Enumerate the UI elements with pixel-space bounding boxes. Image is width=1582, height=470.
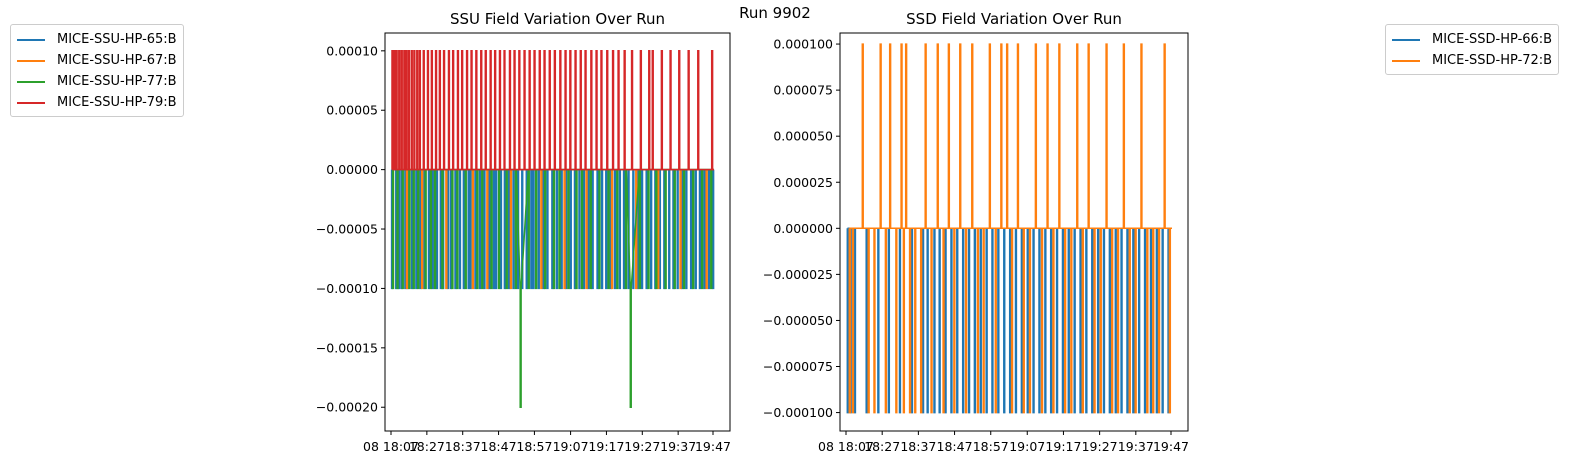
x-tick-label: 18:37: [445, 439, 481, 454]
y-tick-label: −0.00015: [316, 340, 378, 355]
legend-swatch: [17, 38, 45, 41]
x-tick-label: 19:07: [553, 439, 589, 454]
x-tick-label: 19:17: [1045, 439, 1081, 454]
x-tick-label: 18:37: [900, 439, 936, 454]
legend-label: MICE-SSD-HP-72:B: [1432, 53, 1553, 68]
figure-suptitle: Run 9902: [739, 4, 811, 22]
x-tick-label: 18:47: [481, 439, 517, 454]
x-tick-label: 19:17: [588, 439, 624, 454]
y-tick-label: −0.000075: [763, 359, 833, 374]
x-tick-label: 08 18:07: [818, 439, 874, 454]
legend-label: MICE-SSD-HP-66:B: [1432, 32, 1553, 47]
ssu-chart: SSU Field Variation Over Run 0.00010 0.000…: [316, 10, 731, 454]
legend-swatch: [1392, 38, 1420, 41]
series-MICE-SSU-HP-79:B: [391, 50, 714, 171]
y-tick-label: −0.000100: [763, 405, 833, 420]
legend-swatch: [1392, 59, 1420, 62]
y-tick-label: 0.00010: [326, 43, 378, 58]
legend-label: MICE-SSU-HP-79:B: [57, 95, 177, 110]
y-tick-label: 0.000100: [773, 37, 833, 52]
series-line-MICE-SSD-HP-66:B: [846, 227, 1172, 414]
x-tick-label: 19:27: [1082, 439, 1118, 454]
y-tick-label: 0.000025: [773, 175, 833, 190]
x-tick-label: 19:07: [1009, 439, 1045, 454]
x-tick-label: 19:37: [660, 439, 696, 454]
series-line-MICE-SSD-HP-72:B: [848, 43, 1172, 414]
y-tick-label: −0.00020: [316, 400, 378, 415]
chart-title: SSD Field Variation Over Run: [906, 10, 1122, 28]
legend-swatch: [17, 59, 45, 62]
y-tick-label: 0.000050: [773, 129, 833, 144]
x-tick-label: 18:27: [864, 439, 900, 454]
x-tick-label: 19:27: [624, 439, 660, 454]
x-tick-label: 19:37: [1118, 439, 1154, 454]
y-tick-label: 0.000000: [773, 221, 833, 236]
x-tick-label: 18:27: [409, 439, 445, 454]
legend-entry: MICE-SSU-HP-79:B: [17, 92, 177, 113]
x-tick-label: 19:47: [695, 439, 731, 454]
y-tick-label: 0.00000: [326, 162, 378, 177]
legend-swatch: [17, 80, 45, 83]
y-tick-label: −0.00005: [316, 222, 378, 237]
legend-entry: MICE-SSD-HP-66:B: [1392, 29, 1552, 50]
y-tick-label: −0.000050: [763, 313, 833, 328]
legend-entry: MICE-SSU-HP-65:B: [17, 29, 177, 50]
series-MICE-SSD-HP-66:B: [846, 227, 1172, 414]
legend-swatch: [17, 101, 45, 104]
chart-title: SSU Field Variation Over Run: [450, 10, 665, 28]
axes-frame: [384, 32, 731, 432]
ssu-legend: MICE-SSU-HP-65:B MICE-SSU-HP-67:B MICE-SSU…: [10, 24, 184, 117]
x-tick-label: 19:47: [1153, 439, 1189, 454]
x-tick-label: 18:57: [516, 439, 552, 454]
x-tick-label: 18:47: [937, 439, 973, 454]
y-tick-label: −0.00010: [316, 281, 378, 296]
x-tick-label: 08 18:07: [363, 439, 419, 454]
legend-label: MICE-SSU-HP-77:B: [57, 74, 177, 89]
y-tick-label: 0.000075: [773, 83, 833, 98]
axes-frame: [839, 32, 1189, 432]
ssd-chart: SSD Field Variation Over Run 0.000100 0.00…: [763, 10, 1189, 454]
series-MICE-SSD-HP-72:B: [848, 43, 1172, 414]
legend-entry: MICE-SSD-HP-72:B: [1392, 50, 1552, 71]
x-tick-label: 18:57: [973, 439, 1009, 454]
legend-entry: MICE-SSU-HP-67:B: [17, 50, 177, 71]
legend-entry: MICE-SSU-HP-77:B: [17, 71, 177, 92]
series-line-MICE-SSU-HP-79:B: [391, 50, 714, 171]
y-tick-label: −0.000025: [763, 267, 833, 282]
ssd-legend: MICE-SSD-HP-66:B MICE-SSD-HP-72:B: [1385, 24, 1560, 75]
legend-label: MICE-SSU-HP-67:B: [57, 53, 177, 68]
y-tick-label: 0.00005: [326, 103, 378, 118]
legend-label: MICE-SSU-HP-65:B: [57, 32, 177, 47]
